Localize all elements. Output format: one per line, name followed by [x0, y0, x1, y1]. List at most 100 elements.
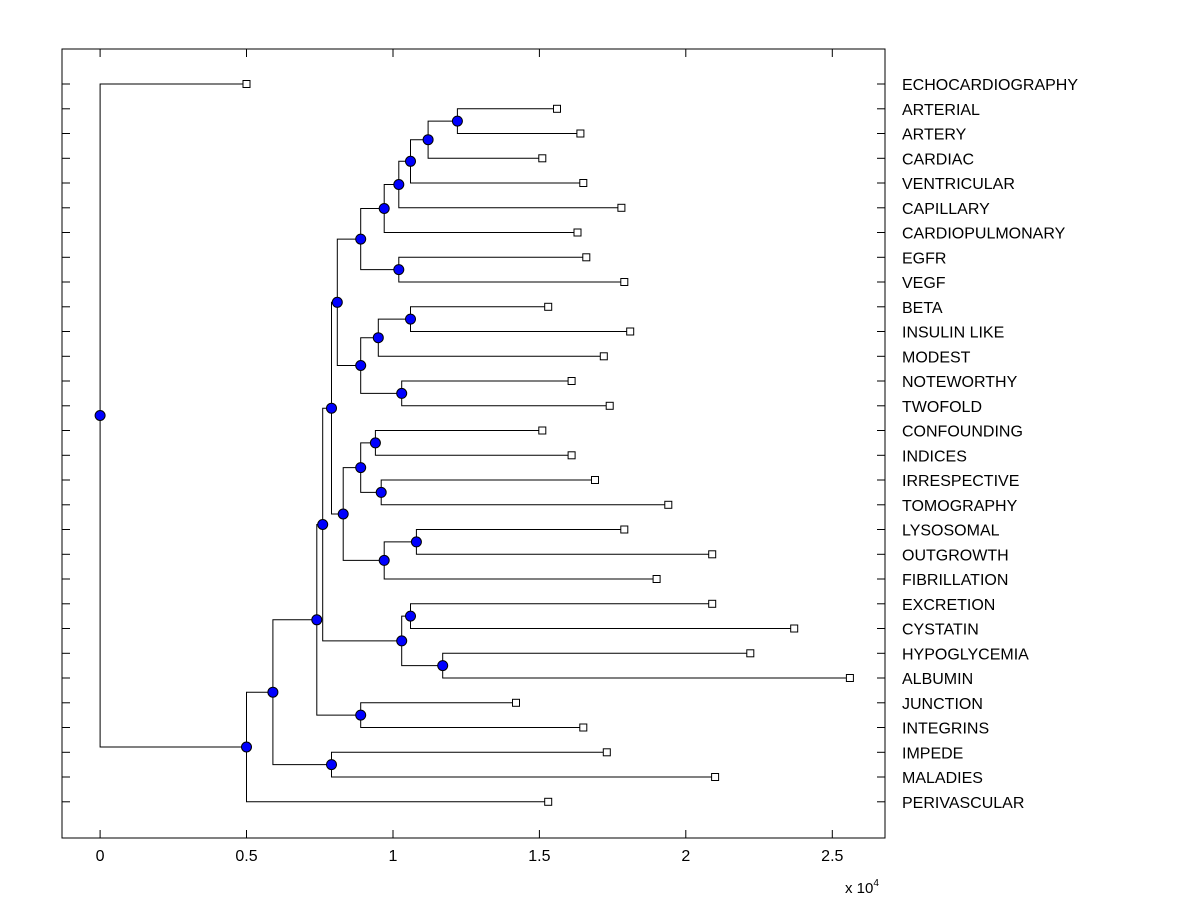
leaf-label: PERIVASCULAR: [902, 795, 1024, 812]
dendrogram-link: [377, 318, 604, 357]
dendrogram-link: [331, 751, 716, 778]
leaf-marker: [620, 278, 629, 286]
leaf-label: CARDIOPULMONARY: [902, 226, 1066, 243]
leaf-marker: [544, 302, 553, 311]
leaf-marker: [845, 674, 854, 682]
cluster-node: [396, 635, 408, 647]
leaf-label: OUTGROWTH: [902, 547, 1009, 564]
leaf-label: CAPILLARY: [902, 201, 990, 218]
dendrogram-link: [401, 380, 610, 407]
dendrogram-link: [456, 108, 581, 134]
x-axis: 0 0.5 1 1.5 2 2.5: [96, 49, 844, 865]
x-tick-label: 1.5: [528, 848, 550, 865]
leaf-labels: ECHOCARDIOGRAPHY ARTERIAL ARTERY CARDIAC VEN…: [902, 77, 1078, 812]
x-tick-label: 1: [389, 848, 398, 865]
leaf-label: EGFR: [902, 250, 946, 267]
leaf-label: ARTERY: [902, 127, 967, 144]
dendrogram-link: [316, 524, 361, 716]
cluster-node: [337, 508, 349, 520]
cluster-node: [437, 660, 449, 672]
dendrogram-link: [360, 208, 399, 271]
dendrogram-link: [246, 691, 549, 803]
cluster-node: [422, 134, 434, 146]
cluster-node: [326, 402, 337, 414]
leaf-marker: [538, 426, 547, 435]
dendrogram-link: [410, 603, 795, 629]
leaf-marker: [617, 203, 626, 212]
dendrogram-link: [427, 120, 543, 159]
cluster-node: [355, 233, 367, 245]
dendrogram-link: [415, 529, 713, 555]
x-axis-multiplier: x 104: [845, 878, 879, 897]
cluster-node: [355, 462, 367, 474]
plot-frame: [61, 48, 886, 839]
leaf-label: VENTRICULAR: [902, 176, 1015, 193]
leaf-label: FIBRILLATION: [902, 572, 1008, 589]
y-ticks: [62, 83, 885, 803]
leaf-label: JUNCTION: [902, 696, 983, 713]
cluster-node: [405, 610, 416, 622]
leaf-marker: [708, 599, 717, 608]
cluster-node: [369, 437, 381, 449]
leaf-marker: [599, 352, 608, 361]
cluster-node: [317, 519, 329, 530]
leaf-marker: [708, 550, 717, 559]
leaf-label: ARTERIAL: [902, 102, 980, 119]
dendrogram-link: [410, 306, 631, 332]
leaf-label: LYSOSOMAL: [902, 523, 1000, 540]
leaf-label: EXCRETION: [902, 597, 995, 614]
leaf-marker: [538, 154, 547, 163]
leaf-label: IRRESPECTIVE: [902, 473, 1019, 490]
cluster-node: [405, 155, 416, 167]
leaf-label: TOMOGRAPHY: [902, 498, 1018, 515]
x-tick-label: 0.5: [235, 848, 257, 865]
cluster-node: [393, 179, 405, 190]
internal-nodes: [94, 115, 463, 771]
dendrogram-link: [342, 467, 385, 561]
leaf-marker: [591, 476, 599, 484]
cluster-node: [393, 264, 405, 276]
leaf-label: TWOFOLD: [902, 399, 982, 416]
cluster-node: [405, 313, 416, 325]
leaf-marker: [579, 723, 588, 732]
leaf-label: CONFOUNDING: [902, 424, 1023, 441]
leaf-label: VEGF: [902, 275, 946, 292]
leaf-marker: [711, 773, 720, 781]
x-tick-label: 0: [96, 848, 105, 865]
cluster-node: [372, 332, 384, 344]
cluster-node: [355, 360, 367, 371]
leaf-label: CYSTATIN: [902, 622, 979, 639]
leaf-label: MALADIES: [902, 770, 983, 787]
cluster-node: [241, 741, 252, 753]
cluster-node: [396, 387, 408, 399]
leaf-marker: [567, 377, 576, 385]
x-tick-label: 2.5: [821, 848, 843, 865]
leaf-marker: [567, 451, 576, 460]
cluster-node: [311, 614, 323, 626]
dendrogram-link: [442, 652, 850, 679]
cluster-node: [331, 296, 343, 308]
x-tick-label: 2: [681, 848, 690, 865]
leaf-label: INDICES: [902, 448, 967, 465]
dendrogram-links: [99, 83, 850, 803]
cluster-node: [378, 203, 390, 214]
leaf-label: ALBUMIN: [902, 671, 973, 688]
cluster-node: [451, 115, 463, 127]
dendrogram-link: [401, 615, 443, 667]
leaf-marker: [544, 797, 553, 806]
leaf-marker: [602, 748, 611, 757]
leaf-label: HYPOGLYCEMIA: [902, 646, 1029, 663]
cluster-node: [375, 486, 387, 498]
leaf-marker: [512, 698, 520, 707]
cluster-node: [94, 410, 106, 421]
leaf-label: ECHOCARDIOGRAPHY: [902, 77, 1078, 94]
leaf-marker: [553, 104, 561, 113]
cluster-node: [410, 536, 422, 548]
cluster-node: [326, 759, 337, 771]
cluster-node: [355, 709, 367, 721]
dendrogram-link: [380, 479, 669, 506]
leaf-marker: [582, 253, 591, 262]
dendrogram-link: [398, 160, 622, 209]
dendrogram-link: [360, 337, 402, 394]
